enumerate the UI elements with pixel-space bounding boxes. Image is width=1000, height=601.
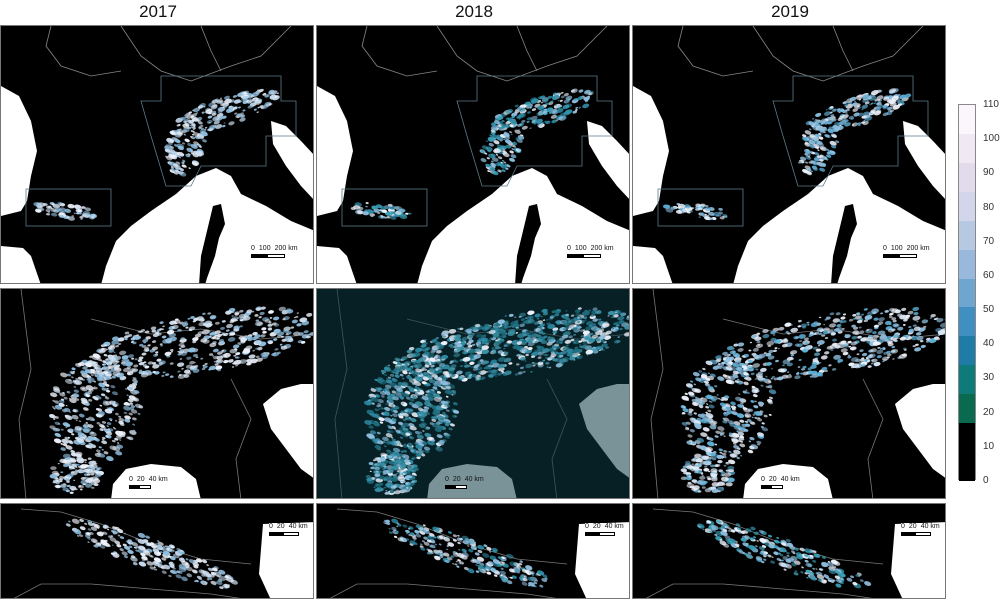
scale-bar-tick-label: 40 km <box>288 523 308 530</box>
snow-cover-map-pyrenees-2017 <box>1 508 313 598</box>
scale-bar-tick-label: 0 <box>883 245 887 252</box>
scale-bar-tick-label: 200 km <box>274 245 298 252</box>
scale-bar-tick-label: 0 <box>901 523 905 530</box>
legend-swatch <box>959 365 975 395</box>
scale-bar-tick-label: 20 <box>592 523 601 530</box>
map-panel-pyrenees-2018: 0 20 40 km <box>316 503 630 599</box>
legend-tick-label: 60 <box>983 269 995 281</box>
legend-tick-label: 90 <box>983 167 995 179</box>
scale-bar-tick-label: 0 <box>129 476 133 483</box>
scale-bar-tick-label: 0 <box>445 476 449 483</box>
map-panel-alps-2019: 0 20 40 km <box>632 288 946 499</box>
scale-bar-tick-label: 0 <box>251 245 255 252</box>
scale-bar-ticks: 0 20 40 km <box>761 476 804 483</box>
scale-bar-ticks: 0 100 200 km <box>883 245 934 252</box>
map-panel-overview-2019: 0 100 200 km <box>632 25 946 284</box>
scale-bar: 0 20 40 km <box>445 476 484 492</box>
legend-swatch <box>959 133 975 163</box>
scale-bar-tick-label: 40 km <box>148 476 168 483</box>
scale-bar: 0 20 40 km <box>269 523 313 539</box>
scale-bar-tick-label: 100 <box>890 245 903 252</box>
legend-swatch <box>959 394 975 424</box>
scale-bar-tick-label: 200 km <box>590 245 614 252</box>
scale-bar-tick-label: 100 <box>258 245 271 252</box>
snow-cover-map-pyrenees-2019 <box>633 508 945 598</box>
scale-bar-tick-label: 0 <box>585 523 589 530</box>
year-title-2019: 2019 <box>771 2 809 21</box>
legend-swatch <box>959 162 975 192</box>
legend-swatch <box>959 220 975 250</box>
legend-tick-label: 70 <box>983 235 995 247</box>
year-title-2017: 2017 <box>139 2 177 21</box>
legend-swatch <box>959 105 975 134</box>
map-panel-overview-2017: 0 100 200 km <box>0 25 314 284</box>
legend-tick-label: 30 <box>983 372 995 384</box>
scale-bar: 0 20 40 km <box>901 523 945 539</box>
scale-bar: 0 20 40 km <box>585 523 629 539</box>
snow-cover-map-alps-2019 <box>650 289 945 498</box>
snow-cover-map-alps-2018 <box>317 289 629 498</box>
year-title-2018: 2018 <box>455 2 493 21</box>
scale-bar-ticks: 0 20 40 km <box>585 523 628 530</box>
scale-bar-tick-label: 200 km <box>906 245 930 252</box>
scale-bar-ticks: 0 100 200 km <box>251 245 302 252</box>
scale-bar-ticks: 0 20 40 km <box>129 476 172 483</box>
scale-bar-tick-label: 0 <box>269 523 273 530</box>
scale-bar-tick-label: 20 <box>908 523 917 530</box>
scale-bar: 0 20 40 km <box>761 476 800 492</box>
legend-swatch <box>959 278 975 308</box>
scale-bar: 0 20 40 km <box>129 476 168 492</box>
scale-bar: 0 100 200 km <box>567 245 617 261</box>
legend-swatch <box>959 336 975 366</box>
scale-bar: 0 100 200 km <box>883 245 933 261</box>
scale-bar-tick-label: 20 <box>768 476 777 483</box>
map-panel-overview-2018: 0 100 200 km <box>316 25 630 284</box>
legend-tick-label: 100 <box>983 133 1000 145</box>
legend-swatch <box>959 191 975 221</box>
scale-bar-tick-label: 0 <box>761 476 765 483</box>
legend-tick-label: 0 <box>983 475 989 486</box>
colorbar-legend <box>958 104 976 481</box>
scale-bar-ticks: 0 20 40 km <box>269 523 312 530</box>
map-panel-alps-2018: 0 20 40 km <box>316 288 630 499</box>
snow-cover-map-pyrenees-2018 <box>317 508 629 598</box>
scale-bar-ticks: 0 100 200 km <box>567 245 618 252</box>
scale-bar-tick-label: 0 <box>567 245 571 252</box>
scale-bar-ticks: 0 20 40 km <box>901 523 944 530</box>
scale-bar-tick-label: 20 <box>136 476 145 483</box>
legend-tick-label: 10 <box>983 440 995 452</box>
map-panel-pyrenees-2017: 0 20 40 km <box>0 503 314 599</box>
scale-bar: 0 100 200 km <box>251 245 301 261</box>
legend-tick-label: 50 <box>983 304 995 316</box>
map-panel-alps-2017: 0 20 40 km <box>0 288 314 499</box>
scale-bar-tick-label: 40 km <box>780 476 800 483</box>
legend-tick-label: 80 <box>983 201 995 213</box>
scale-bar-tick-label: 40 km <box>604 523 624 530</box>
scale-bar-tick-label: 40 km <box>920 523 940 530</box>
legend-swatch <box>959 249 975 279</box>
snow-cover-map-alps-2017 <box>18 289 313 498</box>
legend-tick-label: 40 <box>983 338 995 350</box>
scale-bar-ticks: 0 20 40 km <box>445 476 488 483</box>
legend-tick-label: 110 <box>983 99 999 110</box>
legend-swatch <box>959 423 975 453</box>
scale-bar-tick-label: 20 <box>452 476 461 483</box>
legend-swatch <box>959 452 975 481</box>
scale-bar-tick-label: 40 km <box>464 476 484 483</box>
scale-bar-tick-label: 100 <box>574 245 587 252</box>
legend-swatch <box>959 307 975 337</box>
map-panel-pyrenees-2019: 0 20 40 km <box>632 503 946 599</box>
legend-tick-label: 20 <box>983 406 995 418</box>
scale-bar-tick-label: 20 <box>276 523 285 530</box>
